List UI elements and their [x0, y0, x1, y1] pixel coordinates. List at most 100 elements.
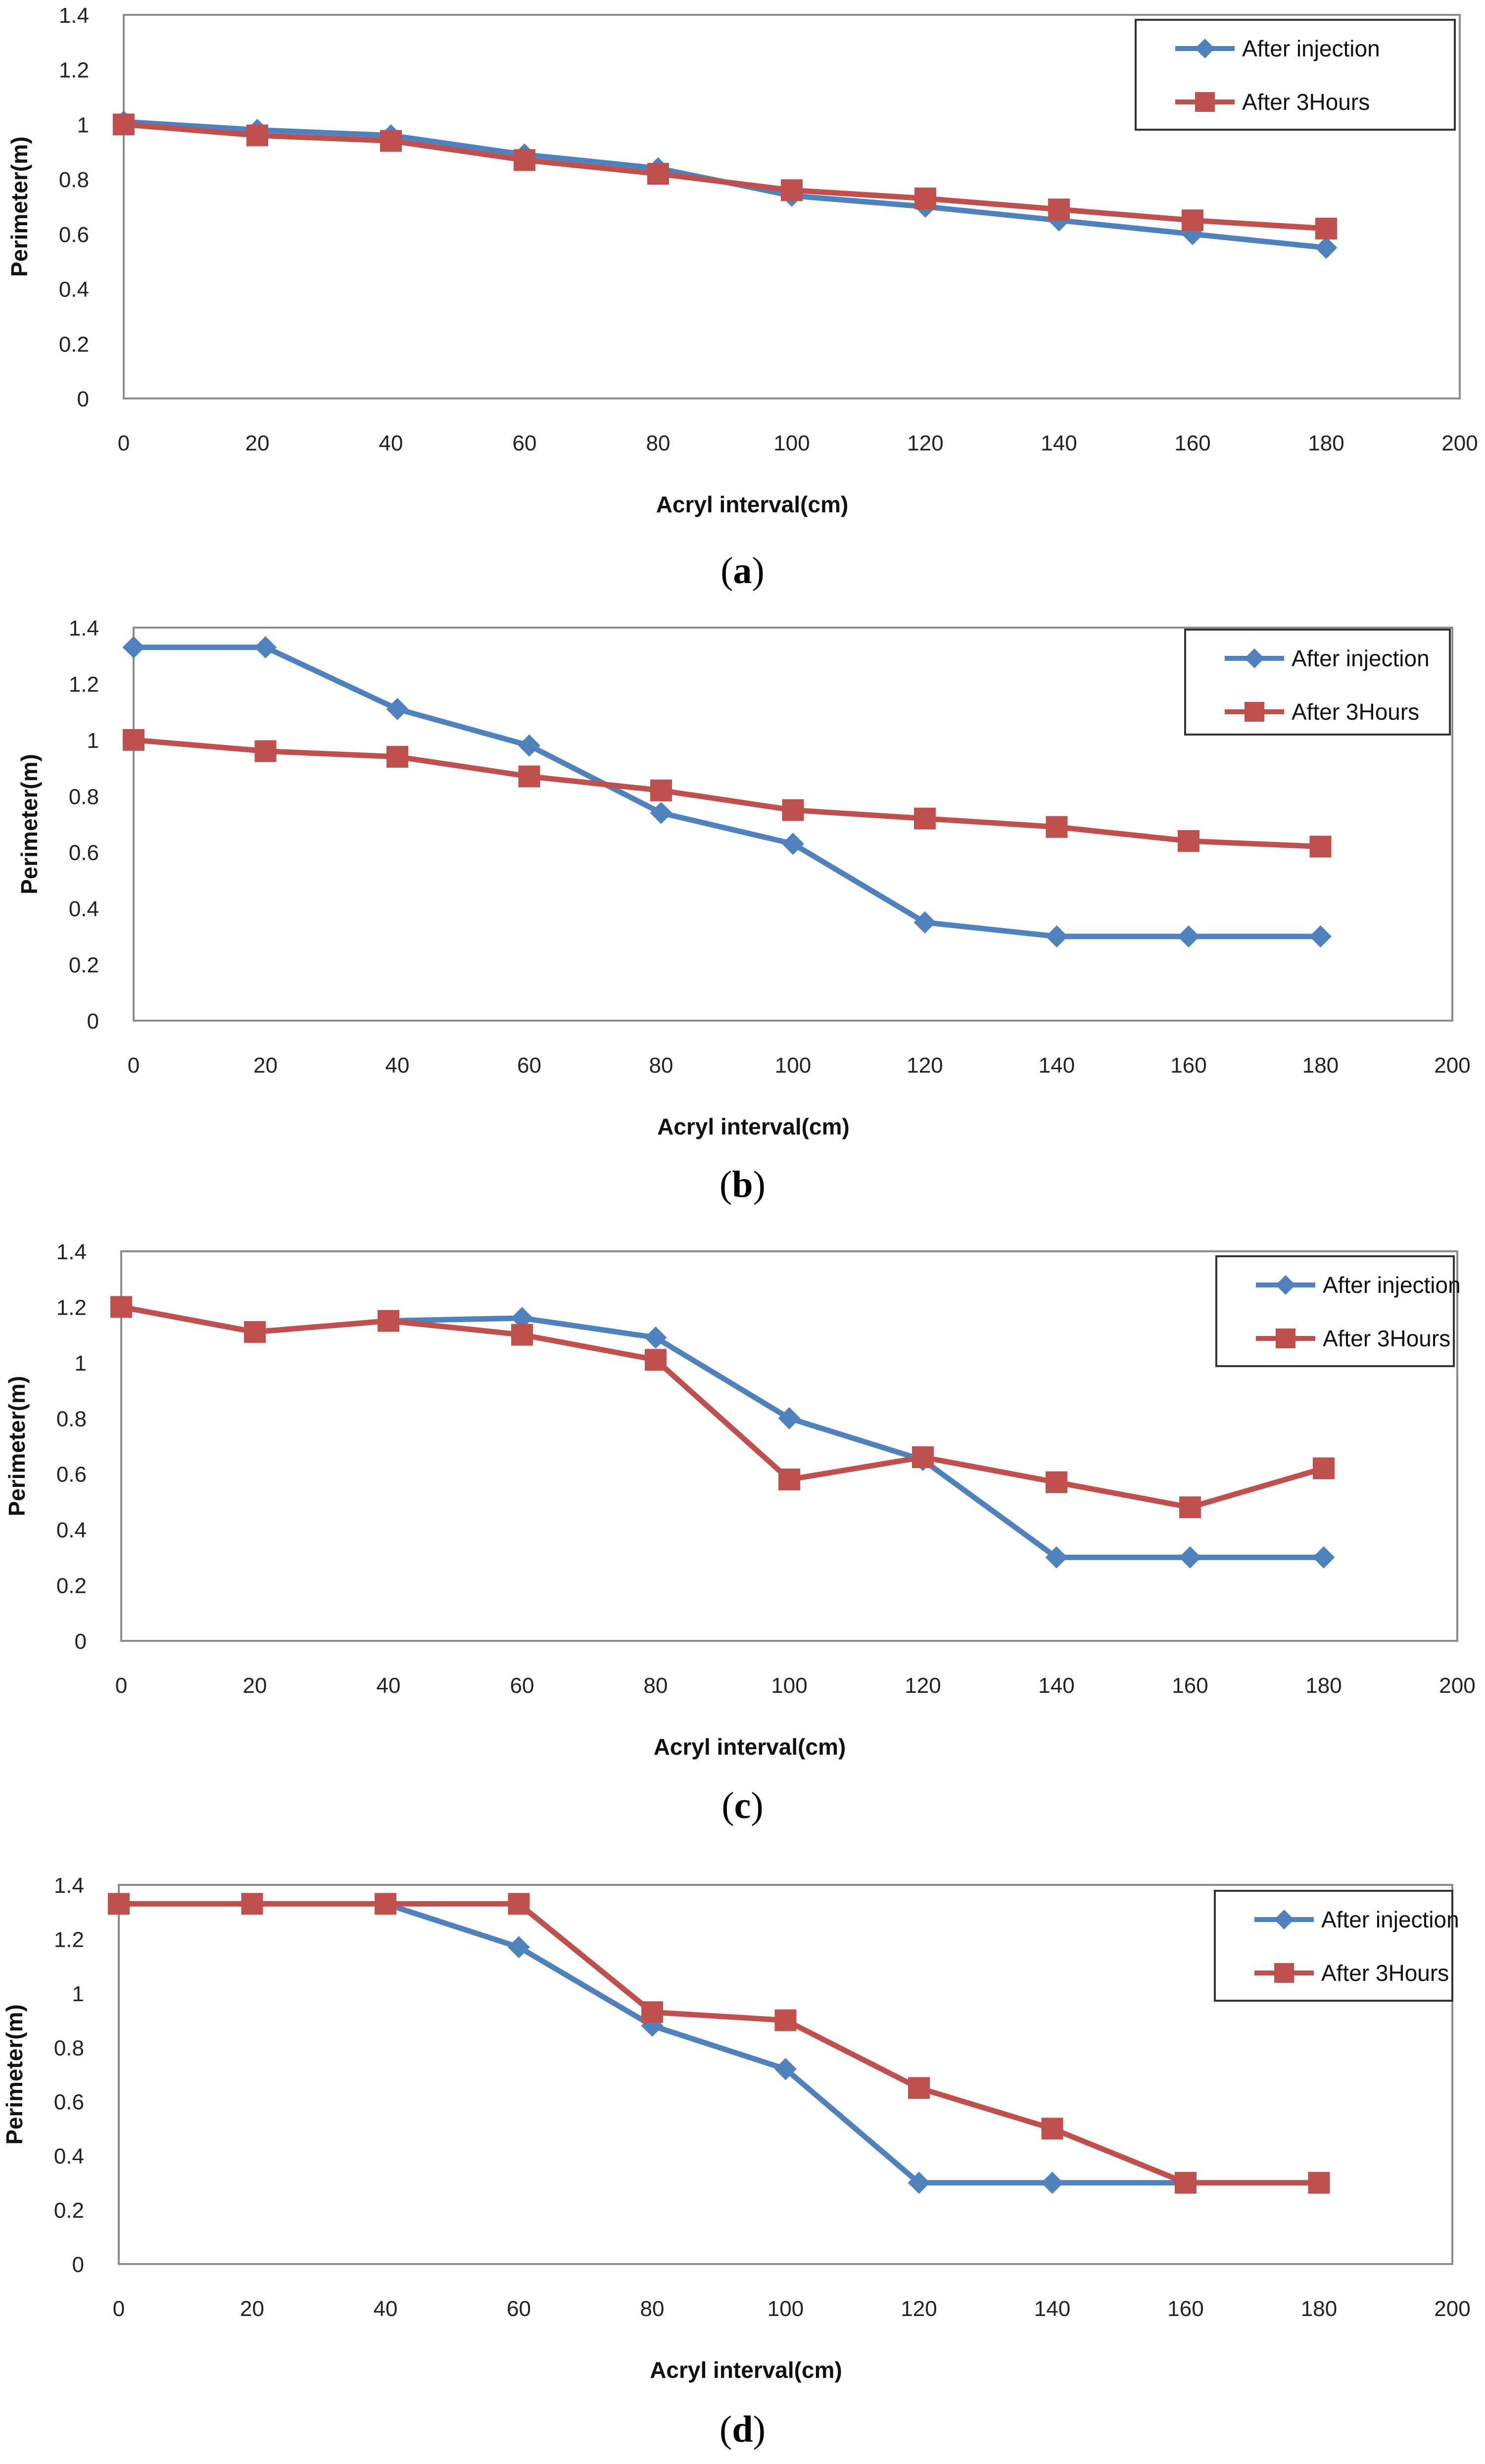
legend-label: After 3Hours: [1292, 699, 1419, 725]
x-tick-label: 20: [253, 1053, 278, 1078]
data-point-after-3hours: [914, 187, 936, 209]
y-tick-label: 1: [87, 729, 99, 753]
y-tick-label: 0: [72, 2253, 84, 2277]
x-axis-title: Acryl interval(cm): [650, 2357, 842, 2383]
data-point-after-injection: [254, 636, 277, 659]
x-tick-label: 0: [115, 1674, 127, 1698]
chart-panel-a: 0 0.2 0.4 0.6 0.8 1 1.2 1.4 0 20 40 60 80 100 120 140 16…: [0, 0, 1485, 614]
data-point-after-injection: [644, 1326, 667, 1349]
x-tick-label: 200: [1439, 1674, 1475, 1698]
data-point-after-3hours: [508, 1893, 530, 1915]
x-tick-label: 200: [1441, 431, 1478, 455]
data-point-after-3hours: [110, 1296, 132, 1318]
data-point-after-3hours: [511, 1324, 533, 1346]
x-tick-label: 60: [507, 2297, 531, 2321]
data-point-after-3hours: [1175, 2171, 1197, 2194]
x-axis-title: Acryl interval(cm): [654, 1734, 846, 1760]
y-tick-label: 0.6: [54, 2090, 84, 2115]
y-tick-label: 0.8: [54, 2036, 84, 2060]
data-point-after-3hours: [254, 740, 277, 762]
legend-box: [1214, 1890, 1453, 2002]
data-point-after-3hours: [375, 1893, 396, 1915]
legend-marker: [1276, 1275, 1295, 1295]
data-point-after-3hours: [1182, 209, 1203, 232]
data-point-after-injection: [774, 2058, 797, 2080]
x-tick-label: 160: [1167, 2297, 1203, 2321]
legend-box: [1215, 1255, 1455, 1367]
data-point-after-injection: [386, 698, 409, 720]
legend-label: After injection: [1321, 1907, 1459, 1932]
data-point-after-3hours: [1309, 836, 1332, 858]
x-tick-label: 60: [517, 1053, 541, 1078]
legend-marker: [1195, 92, 1215, 112]
y-axis-title: Perimeter(m): [16, 754, 42, 894]
x-tick-label: 40: [385, 1053, 410, 1078]
y-tick-label: 0.2: [59, 332, 89, 356]
y-axis-title: Perimeter(m): [4, 1376, 30, 1517]
x-tick-label: 140: [1041, 431, 1077, 455]
x-tick-label: 200: [1434, 1053, 1470, 1078]
x-tick-label: 80: [646, 431, 671, 455]
y-tick-label: 1: [72, 1982, 84, 2006]
y-tick-label: 1.4: [69, 616, 99, 641]
x-tick-label: 80: [644, 1674, 668, 1698]
series-line-after-3hours: [119, 1901, 1319, 2186]
x-tick-label: 0: [118, 431, 130, 455]
panel-label-c-letter: c: [734, 1785, 751, 1826]
x-tick-label: 0: [128, 1053, 140, 1078]
x-tick-label: 100: [767, 2297, 804, 2321]
data-point-after-injection: [1312, 1546, 1335, 1569]
data-point-after-3hours: [1046, 816, 1068, 838]
data-point-after-3hours: [246, 124, 268, 147]
x-axis-title: Acryl interval(cm): [657, 1114, 850, 1139]
series-line-after-3hours: [120, 1304, 1325, 1510]
x-axis-title: Acryl interval(cm): [656, 492, 849, 517]
data-point-after-3hours: [514, 149, 535, 171]
data-point-after-3hours: [1313, 1457, 1335, 1479]
series-line-after-injection: [134, 644, 1321, 939]
y-tick-label: 0.8: [59, 168, 89, 192]
y-tick-label: 0.6: [56, 1463, 87, 1487]
x-tick-label: 120: [907, 1053, 943, 1078]
data-point-after-3hours: [647, 163, 669, 185]
data-point-after-injection: [1041, 2171, 1063, 2194]
panel-label-a-letter: a: [733, 550, 752, 591]
panel-label-b-letter: b: [732, 1164, 753, 1205]
data-point-after-injection: [650, 801, 672, 824]
chart-panel-c: 0 0.2 0.4 0.6 0.8 1 1.2 1.4 0 20 40 60 80 100 120 140 16…: [0, 1228, 1485, 1851]
data-point-after-3hours: [912, 1446, 934, 1468]
x-tick-label: 120: [905, 1674, 941, 1698]
legend-marker: [1245, 648, 1264, 668]
y-tick-label: 0: [87, 1009, 99, 1034]
x-tick-label: 100: [773, 431, 810, 455]
x-tick-label: 40: [379, 431, 403, 455]
chart-panel-b: 0 0.2 0.4 0.6 0.8 1 1.2 1.4 0 20 40 60 80 100 120 140 16…: [0, 614, 1485, 1228]
y-tick-label: 1: [77, 113, 89, 137]
x-tick-label: 140: [1034, 2297, 1070, 2321]
x-tick-label: 100: [775, 1053, 811, 1078]
y-tick-label: 1.4: [54, 1873, 84, 1898]
data-point-after-3hours: [518, 765, 540, 788]
data-point-after-injection: [1315, 237, 1338, 259]
legend-label: After injection: [1242, 36, 1380, 61]
data-point-after-3hours: [641, 2001, 663, 2023]
data-point-after-3hours: [914, 807, 936, 830]
data-point-after-injection: [1309, 925, 1332, 948]
data-point-after-3hours: [123, 729, 144, 751]
x-tick-label: 200: [1434, 2297, 1470, 2321]
y-tick-label: 0: [75, 1629, 87, 1654]
x-tick-label: 120: [901, 2297, 937, 2321]
legend-box: [1135, 19, 1456, 131]
x-tick-label: 100: [771, 1674, 807, 1698]
panel-label-a: (a): [720, 550, 765, 591]
data-point-after-injection: [1177, 925, 1200, 948]
panel-label-d: (d): [719, 2409, 766, 2450]
y-tick-label: 1.2: [59, 58, 89, 83]
legend-marker: [1245, 702, 1264, 722]
data-point-after-3hours: [645, 1349, 667, 1371]
data-point-after-3hours: [1046, 1471, 1067, 1493]
x-tick-label: 80: [649, 1053, 673, 1078]
y-tick-label: 0.2: [56, 1574, 87, 1598]
x-tick-label: 20: [240, 2297, 264, 2321]
y-tick-label: 0.4: [69, 897, 99, 921]
